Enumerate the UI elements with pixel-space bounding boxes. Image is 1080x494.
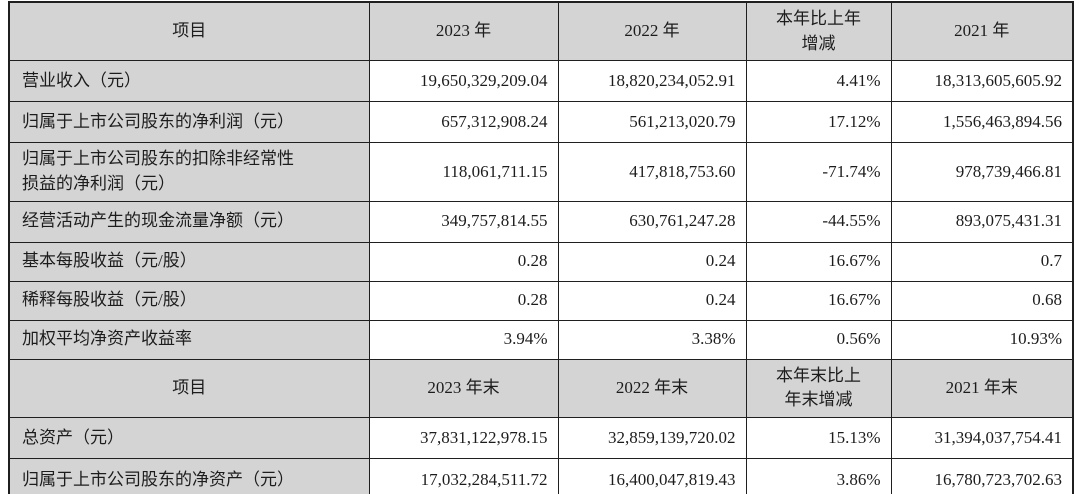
value-change: 15.13%: [745, 416, 892, 459]
row-label: 归属于上市公司股东的扣除非经常性 损益的净利润（元）: [8, 142, 370, 202]
value-2022: 0.24: [557, 241, 747, 282]
row-label: 总资产（元）: [8, 416, 370, 459]
header-2022: 2022 年: [557, 1, 747, 62]
value-2022: 417,818,753.60: [557, 142, 747, 202]
header-row-annual: 项目 2023 年 2022 年 本年比上年 增减 2021 年: [8, 1, 1074, 62]
table-row-total-assets: 总资产（元） 37,831,122,978.15 32,859,139,720.…: [8, 416, 1074, 459]
row-label: 归属于上市公司股东的净利润（元）: [8, 101, 370, 144]
value-2021: 978,739,466.81: [890, 142, 1074, 202]
financial-summary-table: 项目 2023 年 2022 年 本年比上年 增减 2021 年 营业收入（元）…: [8, 1, 1074, 494]
header-item: 项目: [8, 358, 370, 418]
value-2021: 1,556,463,894.56: [890, 101, 1074, 144]
table-row-basic-eps: 基本每股收益（元/股） 0.28 0.24 16.67% 0.7: [8, 241, 1074, 282]
table-row-net-profit: 归属于上市公司股东的净利润（元） 657,312,908.24 561,213,…: [8, 101, 1074, 144]
value-change: 17.12%: [745, 101, 892, 144]
table-row-net-assets: 归属于上市公司股东的净资产（元） 17,032,284,511.72 16,40…: [8, 457, 1074, 494]
value-2021: 893,075,431.31: [890, 200, 1074, 243]
value-change: -44.55%: [745, 200, 892, 243]
value-2021: 16,780,723,702.63: [890, 457, 1074, 494]
row-label: 稀释每股收益（元/股）: [8, 280, 370, 321]
value-2021: 31,394,037,754.41: [890, 416, 1074, 459]
row-label: 经营活动产生的现金流量净额（元）: [8, 200, 370, 243]
value-2021: 18,313,605,605.92: [890, 60, 1074, 103]
value-change: 4.41%: [745, 60, 892, 103]
value-2023: 17,032,284,511.72: [368, 457, 559, 494]
table-row-net-profit-excl-nonrecurring: 归属于上市公司股东的扣除非经常性 损益的净利润（元） 118,061,711.1…: [8, 142, 1074, 202]
value-2021: 0.68: [890, 280, 1074, 321]
value-2023: 19,650,329,209.04: [368, 60, 559, 103]
header-yoy-change: 本年比上年 增减: [745, 1, 892, 62]
header-2022-end: 2022 年末: [557, 358, 747, 418]
header-item: 项目: [8, 1, 370, 62]
value-2022: 16,400,047,819.43: [557, 457, 747, 494]
header-2021: 2021 年: [890, 1, 1074, 62]
header-2021-end: 2021 年末: [890, 358, 1074, 418]
value-2022: 3.38%: [557, 319, 747, 360]
header-yearend-change: 本年末比上 年末增减: [745, 358, 892, 418]
row-label: 基本每股收益（元/股）: [8, 241, 370, 282]
table-row-weighted-avg-roe: 加权平均净资产收益率 3.94% 3.38% 0.56% 10.93%: [8, 319, 1074, 360]
value-change: 3.86%: [745, 457, 892, 494]
table-row-diluted-eps: 稀释每股收益（元/股） 0.28 0.24 16.67% 0.68: [8, 280, 1074, 321]
table-row-revenue: 营业收入（元） 19,650,329,209.04 18,820,234,052…: [8, 60, 1074, 103]
value-2021: 10.93%: [890, 319, 1074, 360]
value-2022: 32,859,139,720.02: [557, 416, 747, 459]
value-2022: 561,213,020.79: [557, 101, 747, 144]
value-change: 16.67%: [745, 280, 892, 321]
value-change: 16.67%: [745, 241, 892, 282]
header-2023: 2023 年: [368, 1, 559, 62]
value-2023: 118,061,711.15: [368, 142, 559, 202]
row-label: 营业收入（元）: [8, 60, 370, 103]
value-2022: 0.24: [557, 280, 747, 321]
value-2023: 37,831,122,978.15: [368, 416, 559, 459]
header-row-year-end: 项目 2023 年末 2022 年末 本年末比上 年末增减 2021 年末: [8, 358, 1074, 418]
value-2022: 18,820,234,052.91: [557, 60, 747, 103]
value-change: 0.56%: [745, 319, 892, 360]
value-2023: 0.28: [368, 241, 559, 282]
value-2021: 0.7: [890, 241, 1074, 282]
row-label: 加权平均净资产收益率: [8, 319, 370, 360]
row-label: 归属于上市公司股东的净资产（元）: [8, 457, 370, 494]
value-2022: 630,761,247.28: [557, 200, 747, 243]
value-2023: 3.94%: [368, 319, 559, 360]
value-2023: 349,757,814.55: [368, 200, 559, 243]
value-2023: 657,312,908.24: [368, 101, 559, 144]
value-2023: 0.28: [368, 280, 559, 321]
table-row-operating-cash-flow: 经营活动产生的现金流量净额（元） 349,757,814.55 630,761,…: [8, 200, 1074, 243]
header-2023-end: 2023 年末: [368, 358, 559, 418]
value-change: -71.74%: [745, 142, 892, 202]
